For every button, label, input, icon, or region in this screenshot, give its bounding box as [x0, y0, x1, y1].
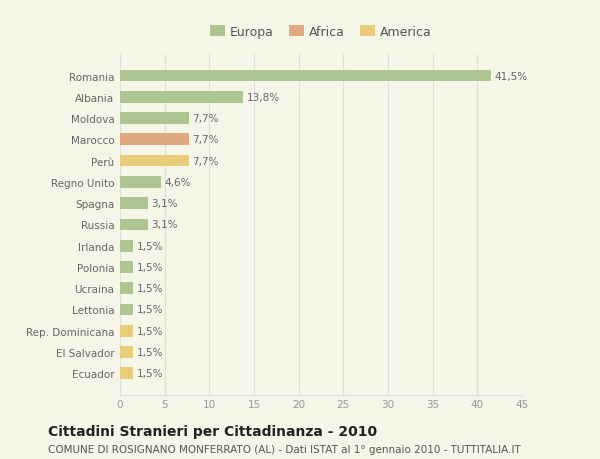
Bar	[120, 134, 189, 146]
Bar	[120, 325, 133, 337]
Text: 1,5%: 1,5%	[137, 347, 163, 357]
Bar	[120, 347, 133, 358]
Legend: Europa, Africa, America: Europa, Africa, America	[205, 21, 437, 44]
Text: 1,5%: 1,5%	[137, 326, 163, 336]
Text: 4,6%: 4,6%	[164, 178, 191, 187]
Bar	[120, 241, 133, 252]
Text: 41,5%: 41,5%	[494, 71, 527, 81]
Text: 13,8%: 13,8%	[247, 93, 280, 102]
Bar	[120, 198, 148, 209]
Bar	[120, 113, 189, 125]
Text: 7,7%: 7,7%	[193, 156, 219, 166]
Text: 1,5%: 1,5%	[137, 263, 163, 272]
Bar	[120, 304, 133, 316]
Text: 1,5%: 1,5%	[137, 369, 163, 379]
Bar	[120, 219, 148, 231]
Bar	[120, 177, 161, 188]
Bar	[120, 262, 133, 273]
Text: 3,1%: 3,1%	[151, 220, 178, 230]
Text: 1,5%: 1,5%	[137, 305, 163, 315]
Text: COMUNE DI ROSIGNANO MONFERRATO (AL) - Dati ISTAT al 1° gennaio 2010 - TUTTITALIA: COMUNE DI ROSIGNANO MONFERRATO (AL) - Da…	[48, 444, 521, 454]
Bar	[120, 156, 189, 167]
Bar	[120, 71, 491, 82]
Bar	[120, 92, 243, 103]
Text: 3,1%: 3,1%	[151, 199, 178, 209]
Bar	[120, 368, 133, 379]
Text: 7,7%: 7,7%	[193, 114, 219, 124]
Text: 1,5%: 1,5%	[137, 241, 163, 251]
Text: Cittadini Stranieri per Cittadinanza - 2010: Cittadini Stranieri per Cittadinanza - 2…	[48, 425, 377, 438]
Text: 1,5%: 1,5%	[137, 284, 163, 294]
Bar	[120, 283, 133, 294]
Text: 7,7%: 7,7%	[193, 135, 219, 145]
